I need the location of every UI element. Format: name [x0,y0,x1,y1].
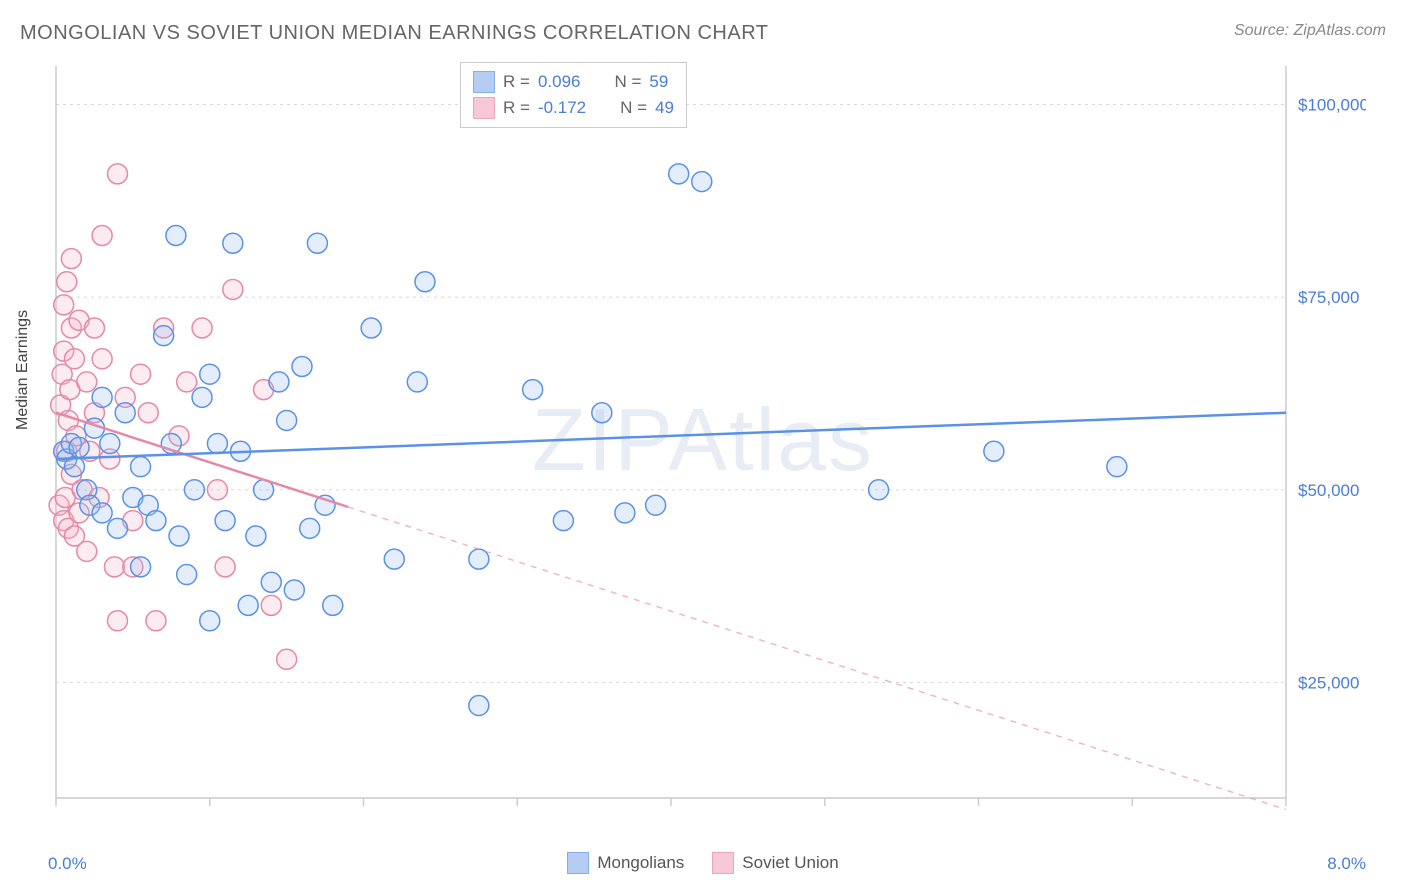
chart-title: MONGOLIAN VS SOVIET UNION MEDIAN EARNING… [20,22,769,45]
swatch-icon [712,852,734,874]
r-value: 0.096 [538,72,581,92]
swatch-icon [567,852,589,874]
chart-container: MONGOLIAN VS SOVIET UNION MEDIAN EARNING… [0,0,1406,892]
n-value: 49 [655,98,674,118]
r-label: R = [503,72,530,92]
stats-row: R = -0.172 N = 49 [473,95,674,121]
svg-text:$75,000: $75,000 [1298,288,1359,307]
r-label: R = [503,98,530,118]
plot-area: $25,000 $50,000 $75,000 $100,000 [48,58,1366,828]
series-legend: Mongolians Soviet Union [0,852,1406,874]
n-value: 59 [649,72,668,92]
source-credit: Source: ZipAtlas.com [1234,22,1386,40]
svg-text:$25,000: $25,000 [1298,673,1359,692]
n-label: N = [620,98,647,118]
scatter-svg: $25,000 $50,000 $75,000 $100,000 [48,58,1366,828]
svg-text:$100,000: $100,000 [1298,96,1366,115]
legend-item: Mongolians [567,852,684,874]
svg-text:$50,000: $50,000 [1298,481,1359,500]
swatch-icon [473,97,495,119]
legend-label: Mongolians [597,853,684,873]
stats-row: R = 0.096 N = 59 [473,69,674,95]
legend-item: Soviet Union [712,852,838,874]
n-label: N = [614,72,641,92]
y-axis-label: Median Earnings [14,310,32,430]
r-value: -0.172 [538,98,586,118]
swatch-icon [473,71,495,93]
stats-legend-box: R = 0.096 N = 59 R = -0.172 N = 49 [460,62,687,128]
legend-label: Soviet Union [742,853,838,873]
